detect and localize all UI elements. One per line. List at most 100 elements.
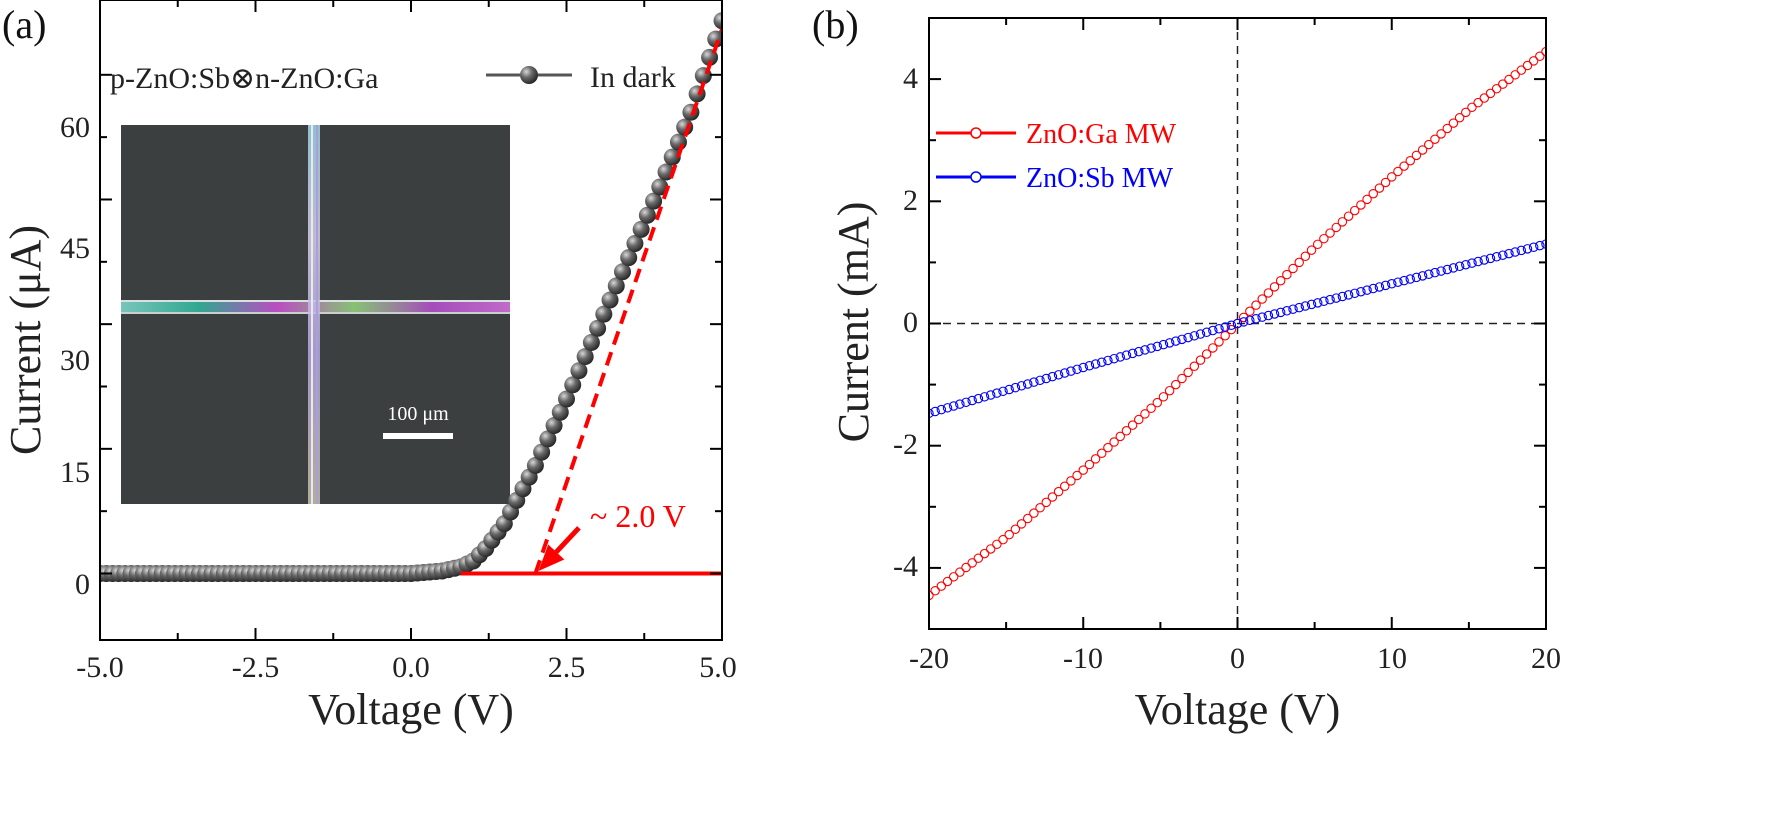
b-data-point-ga (1541, 46, 1546, 57)
b-data-point-ga (1004, 529, 1014, 540)
b-data-point-ga (1047, 492, 1058, 502)
b-data-point-sb (1097, 357, 1107, 367)
b-xtick-label: 20 (1531, 642, 1561, 675)
b-data-point-sb (1510, 247, 1520, 257)
panel-a-label: (a) (2, 2, 46, 47)
b-data-point-sb (1035, 375, 1045, 386)
b-data-point-sb (1115, 352, 1126, 362)
a-data-point (601, 291, 619, 309)
a-data-point (663, 148, 681, 166)
b-data-point-sb (929, 408, 934, 419)
a-ytick-label: 30 (60, 344, 90, 377)
b-data-point-sb (1127, 348, 1138, 359)
a-xtick-label: -2.5 (232, 651, 280, 684)
b-data-point-sb (1473, 256, 1483, 267)
b-data-point-sb (1442, 264, 1453, 275)
b-data-point-sb (967, 395, 977, 406)
b-data-point-ga (1066, 476, 1076, 486)
b-data-point-sb (1522, 244, 1533, 254)
b-data-point-ga (1016, 519, 1027, 529)
b-data-point-ga (1510, 70, 1520, 80)
b-data-point-ga (1078, 465, 1089, 475)
b-data-point-ga (1146, 403, 1156, 414)
b-data-point-ga (979, 548, 990, 559)
b-data-point-sb (985, 390, 996, 400)
b-data-point-ga (1208, 343, 1218, 353)
b-ytick-label: -2 (893, 428, 918, 461)
threshold-label: ~ 2.0 V (590, 498, 686, 534)
b-data-point-sb (1263, 310, 1274, 321)
b-data-point-sb (1541, 239, 1546, 249)
b-data-point-ga (1535, 51, 1545, 61)
b-data-point-ga (1430, 134, 1440, 144)
b-data-point-sb (936, 404, 947, 415)
b-data-point-ga (1461, 107, 1471, 118)
b-legend-label-sb: ZnO:Sb MW (1026, 163, 1174, 194)
b-data-point-sb (955, 399, 965, 409)
b-data-point-sb (1535, 240, 1545, 251)
b-data-point-ga (1454, 112, 1465, 123)
b-data-point-ga (1269, 282, 1280, 292)
b-data-point-sb (1282, 306, 1292, 316)
a-data-point (620, 249, 638, 267)
b-data-point-ga (1312, 239, 1323, 250)
b-data-point-sb (1134, 346, 1144, 357)
b-data-point-sb (992, 388, 1002, 398)
b-data-point-sb (942, 403, 953, 413)
b-data-point-ga (1349, 205, 1360, 216)
b-data-point-ga (1498, 79, 1508, 89)
b-data-point-sb (1393, 277, 1403, 287)
b-data-point-ga (1115, 431, 1126, 442)
b-data-point-sb (948, 401, 959, 411)
b-data-point-sb (1343, 290, 1354, 300)
b-ytick-label: 2 (903, 184, 918, 217)
b-data-point-ga (1325, 228, 1335, 238)
a-data-point (558, 390, 575, 408)
a-data-point (595, 305, 613, 323)
b-data-point-sb (1121, 350, 1132, 360)
b-data-point-sb (1103, 355, 1113, 366)
b-data-point-sb (1405, 274, 1416, 284)
b-data-point-sb (1251, 313, 1261, 324)
b-data-point-ga (1263, 288, 1274, 298)
b-data-point-ga (1245, 306, 1255, 317)
b-y-axis-label: Current (mA) (829, 202, 878, 443)
b-data-point-sb (1047, 371, 1058, 382)
b-data-point-ga (985, 544, 996, 554)
b-data-point-sb (1356, 286, 1366, 297)
device-label: p-ZnO:Sb⊗n-ZnO:Ga (110, 62, 378, 95)
b-data-point-ga (1282, 269, 1292, 280)
b-data-point-sb (1288, 304, 1298, 314)
b-data-point-sb (1238, 317, 1249, 327)
b-data-point-sb (1399, 275, 1409, 286)
b-ytick-label: 0 (903, 306, 918, 339)
a-legend: In dark (486, 61, 676, 94)
b-data-point-ga (1337, 217, 1348, 227)
b-data-point-sb (1374, 282, 1385, 292)
a-data-point (632, 220, 650, 238)
b-data-point-ga (1251, 300, 1261, 310)
a-data-point (589, 319, 607, 337)
a-data-point (570, 362, 588, 380)
panel-a: (a) 100 μm -5.0 -2.5 0.0 2.5 5.0 0 15 30… (1, 0, 737, 734)
b-data-point-ga (1485, 88, 1496, 99)
b-xtick-label: 10 (1377, 642, 1407, 675)
b-data-point-sb (1158, 339, 1169, 350)
b-data-point-ga (1417, 145, 1428, 155)
b-data-point-sb (998, 386, 1008, 397)
b-data-point-sb (1424, 269, 1434, 280)
a-ytick-label: 60 (60, 111, 90, 144)
b-data-point-ga (1177, 373, 1187, 384)
b-data-point-sb (1498, 250, 1508, 260)
b-data-point-sb (1491, 252, 1502, 262)
b-data-point-sb (930, 406, 940, 417)
b-data-point-ga (1010, 524, 1021, 535)
b-data-point-ga (1331, 222, 1341, 233)
b-data-point-sb (1201, 327, 1212, 338)
b-data-point-ga (1152, 397, 1163, 408)
b-data-point-ga (1300, 251, 1311, 262)
b-data-point-ga (1491, 84, 1502, 94)
b-data-point-ga (1516, 65, 1527, 75)
b-data-point-sb (1485, 253, 1496, 264)
b-data-point-sb (1066, 366, 1076, 376)
